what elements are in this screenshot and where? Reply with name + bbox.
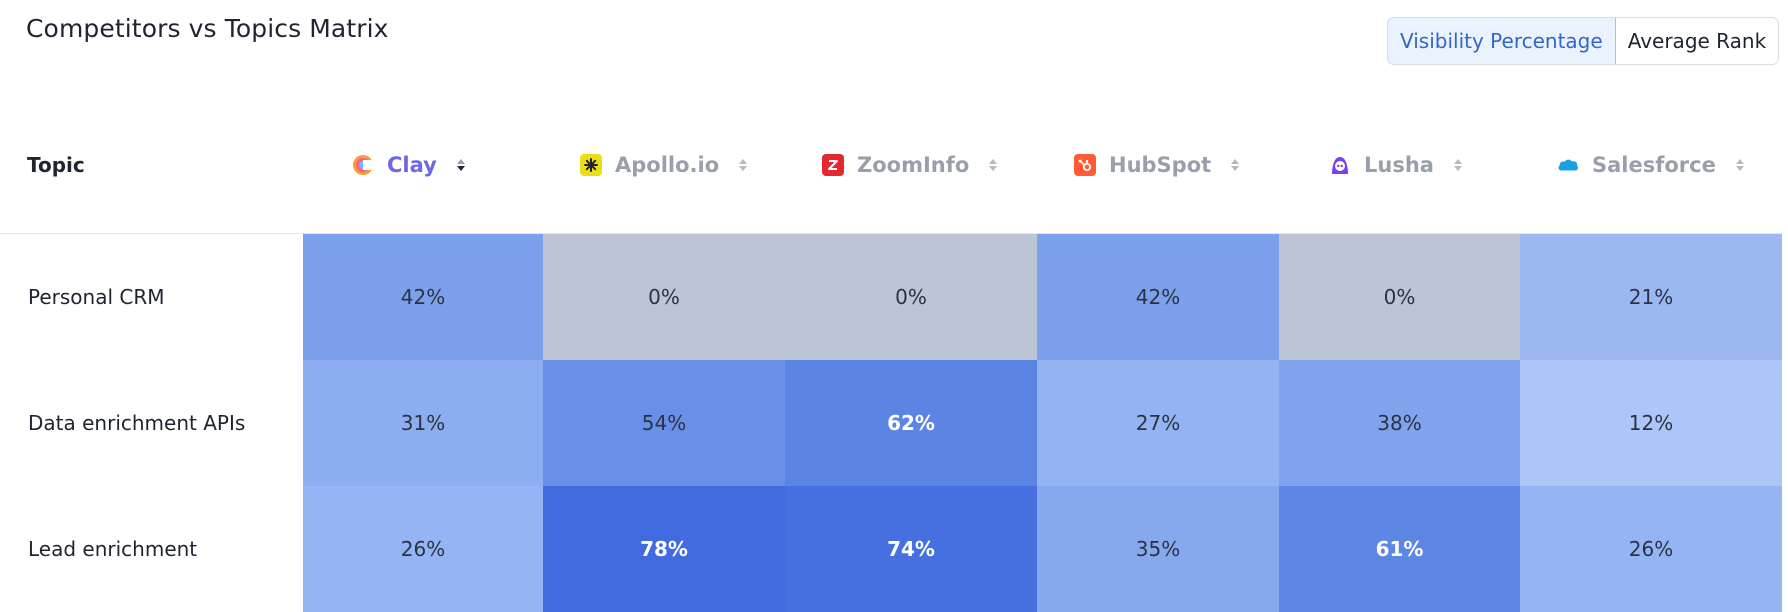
matrix-cell[interactable]: 27% [1037,360,1279,486]
clay-logo-icon [352,154,374,176]
column-header-clay[interactable]: Clay [352,146,467,184]
lusha-logo-icon [1329,154,1351,176]
sort-icon[interactable] [1452,157,1464,173]
competitor-name: Apollo.io [615,153,720,177]
matrix-row-lead-enrichment: Lead enrichment 26% 78% 74% 35% 61% 26% [0,486,1782,612]
page-title: Competitors vs Topics Matrix [26,14,389,43]
matrix-row-personal-crm: Personal CRM 42% 0% 0% 42% 0% 21% [0,234,1782,360]
competitor-name: Clay [387,153,437,177]
sort-icon[interactable] [737,157,749,173]
header-divider [0,233,1782,234]
visibility-percentage-button[interactable]: Visibility Percentage [1388,18,1616,64]
matrix-cell[interactable]: 78% [543,486,785,612]
column-header-zoominfo[interactable]: ZoomInfo [822,146,999,184]
competitor-name: ZoomInfo [857,153,970,177]
competitor-name: HubSpot [1109,153,1212,177]
salesforce-logo-icon [1557,154,1579,176]
average-rank-button[interactable]: Average Rank [1615,18,1779,64]
column-header-hubspot[interactable]: HubSpot [1074,146,1241,184]
competitor-name: Salesforce [1592,153,1716,177]
matrix-cell[interactable]: 61% [1279,486,1520,612]
column-header-salesforce[interactable]: Salesforce [1557,146,1746,184]
matrix-cell[interactable]: 42% [1037,234,1279,360]
apollo-logo-icon [580,154,602,176]
matrix-cell[interactable]: 38% [1279,360,1520,486]
competitor-name: Lusha [1364,153,1434,177]
matrix-cell[interactable]: 31% [303,360,543,486]
matrix-cell[interactable]: 0% [543,234,785,360]
sort-icon[interactable] [1734,157,1746,173]
column-header-apollo[interactable]: Apollo.io [580,146,749,184]
matrix-cell[interactable]: 54% [543,360,785,486]
matrix-cell[interactable]: 0% [785,234,1037,360]
topic-column-header: Topic [27,153,85,177]
matrix-cell[interactable]: 35% [1037,486,1279,612]
matrix-cell[interactable]: 21% [1520,234,1782,360]
sort-icon[interactable] [987,157,999,173]
zoominfo-logo-icon [822,154,844,176]
matrix-cell[interactable]: 62% [785,360,1037,486]
matrix-row-data-enrichment-apis: Data enrichment APIs 31% 54% 62% 27% 38%… [0,360,1782,486]
sort-icon[interactable] [1229,157,1241,173]
topic-label: Personal CRM [0,234,303,360]
matrix-cell[interactable]: 0% [1279,234,1520,360]
matrix-cell[interactable]: 74% [785,486,1037,612]
matrix-cell[interactable]: 26% [1520,486,1782,612]
metric-toggle: Visibility Percentage Average Rank [1387,17,1780,65]
matrix-cell[interactable]: 42% [303,234,543,360]
matrix-cell[interactable]: 12% [1520,360,1782,486]
column-header-lusha[interactable]: Lusha [1329,146,1464,184]
heatmap-matrix: Personal CRM 42% 0% 0% 42% 0% 21% Data e… [0,234,1782,612]
topic-label: Lead enrichment [0,486,303,612]
hubspot-logo-icon [1074,154,1096,176]
topic-label: Data enrichment APIs [0,360,303,486]
sort-active-icon[interactable] [455,157,467,173]
matrix-cell[interactable]: 26% [303,486,543,612]
